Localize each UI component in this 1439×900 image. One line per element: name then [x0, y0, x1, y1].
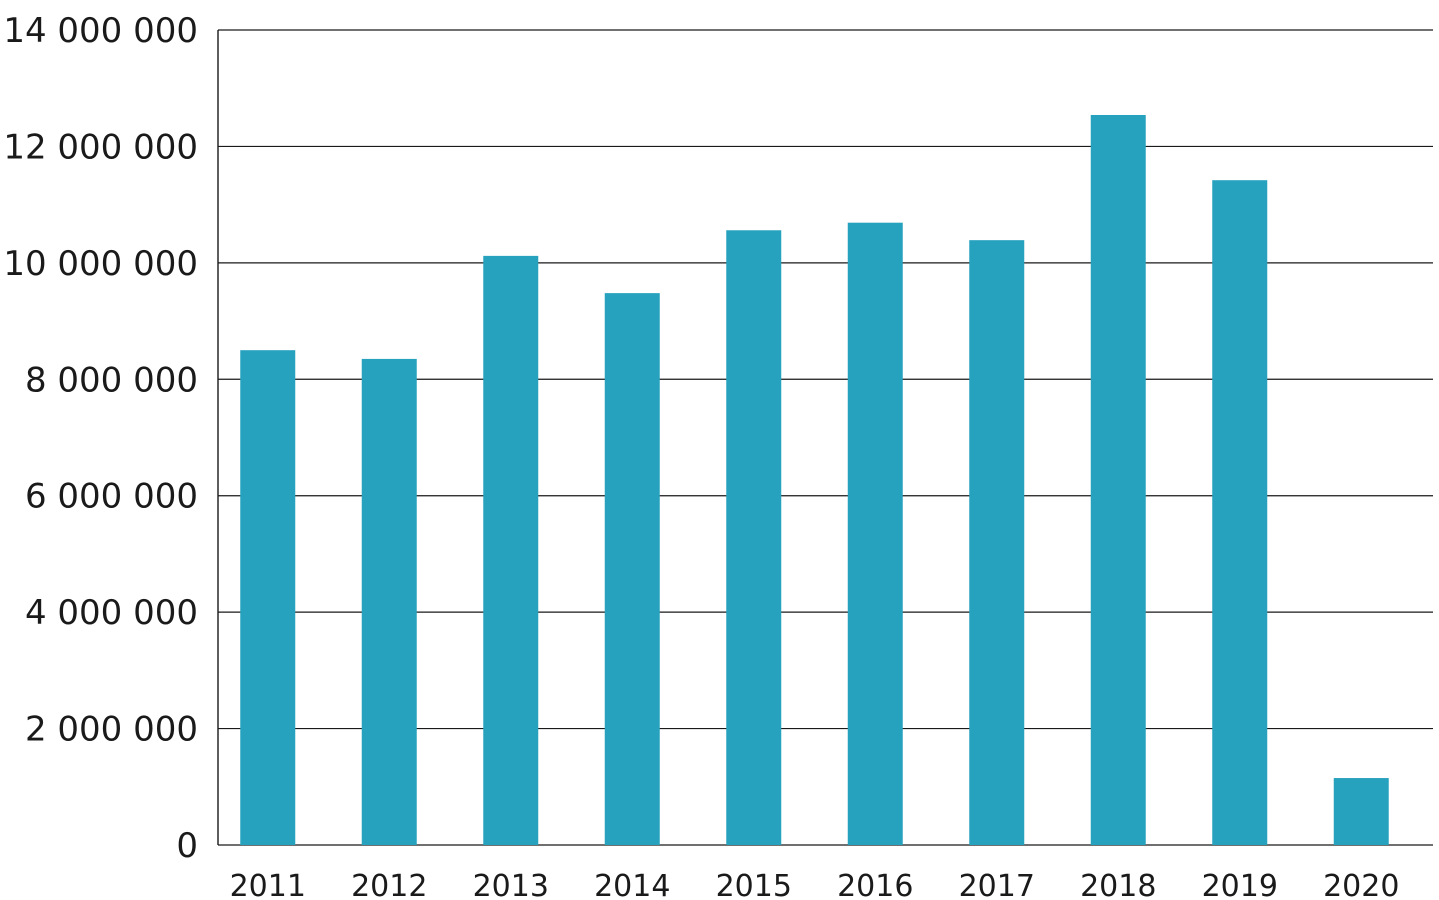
y-tick-label: 10 000 000: [3, 244, 198, 284]
y-axis-tick-labels: 0 2 000 000 4 000 000 6 000 000 8 000 000 10 …: [3, 11, 198, 866]
bar-2011: [240, 350, 296, 845]
y-tick-label: 14 000 000: [3, 11, 198, 51]
x-tick-label-2020: 2020: [1323, 869, 1399, 900]
bar-2019: [1212, 180, 1268, 845]
y-tick-label: 12 000 000: [3, 127, 198, 167]
x-tick-label-2012: 2012: [351, 869, 427, 900]
bar-2018: [1090, 114, 1146, 845]
x-tick-label-2011: 2011: [230, 869, 306, 900]
x-axis-tick-labels: 2011 2012 2013 2014 2015 2016 2017 2018 2019 2020: [230, 869, 1400, 900]
y-tick-label: 2 000 000: [25, 710, 198, 750]
bar-2012: [361, 358, 417, 845]
bar-2014: [604, 293, 660, 846]
bar-2020: [1333, 778, 1389, 845]
y-tick-label: 6 000 000: [25, 477, 198, 517]
bar-2013: [483, 255, 539, 845]
y-tick-label: 0: [176, 826, 198, 866]
x-tick-label-2016: 2016: [837, 869, 913, 900]
y-tick-label: 8 000 000: [25, 360, 198, 400]
bar-2016: [847, 222, 903, 846]
bar-2017: [969, 240, 1025, 845]
x-tick-label-2018: 2018: [1080, 869, 1156, 900]
x-tick-label-2014: 2014: [594, 869, 670, 900]
gridlines: [218, 29, 1433, 846]
bars: [240, 114, 1389, 846]
y-tick-label: 4 000 000: [25, 593, 198, 633]
bar-2015: [726, 230, 782, 845]
x-tick-label-2013: 2013: [473, 869, 549, 900]
x-tick-label-2019: 2019: [1202, 869, 1278, 900]
x-tick-label-2017: 2017: [959, 869, 1035, 900]
x-tick-label-2015: 2015: [716, 869, 792, 900]
